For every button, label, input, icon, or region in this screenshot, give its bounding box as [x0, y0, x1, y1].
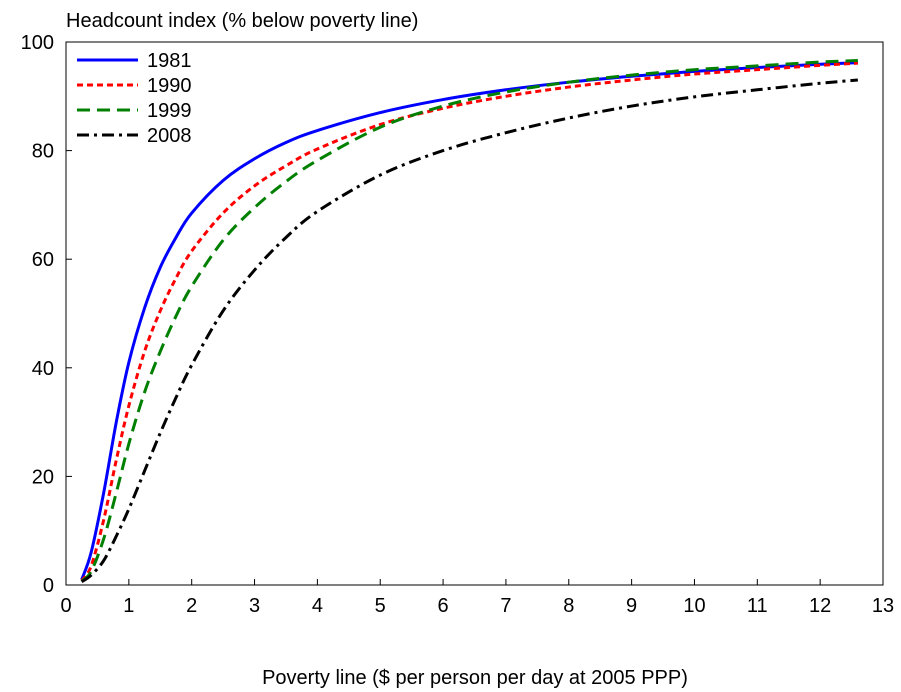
series-line-2008 — [80, 78, 858, 584]
x-tick-label: 6 — [438, 595, 449, 617]
x-tick-label: 2 — [186, 595, 197, 617]
y-tick-label: 40 — [32, 358, 54, 380]
y-axis-title: Headcount index (% below poverty line) — [66, 10, 418, 32]
plot-frame — [65, 41, 884, 586]
x-axis: 0 1 2 3 4 5 6 7 8 9 10 11 12 13 — [60, 579, 894, 617]
x-tick-label: 4 — [312, 595, 323, 617]
y-tick-label: 20 — [32, 466, 54, 488]
legend-label-1999: 1999 — [147, 100, 192, 122]
y-axis: 0 20 40 60 80 100 — [21, 32, 72, 597]
series-lines — [80, 58, 858, 584]
series-line-1990 — [80, 61, 858, 582]
series-line-1999 — [80, 58, 858, 583]
x-tick-label: 7 — [500, 595, 511, 617]
x-tick-label: 10 — [683, 595, 705, 617]
legend-label-2008: 2008 — [147, 125, 192, 147]
x-tick-label: 12 — [809, 595, 831, 617]
x-tick-label: 5 — [375, 595, 386, 617]
x-tick-label: 1 — [123, 595, 134, 617]
legend: 1981 1990 1999 2008 — [77, 50, 192, 147]
x-tick-label: 0 — [60, 595, 71, 617]
y-tick-label: 80 — [32, 141, 54, 163]
x-tick-label: 3 — [249, 595, 260, 617]
legend-label-1981: 1981 — [147, 50, 192, 72]
x-tick-label: 13 — [872, 595, 894, 617]
y-tick-label: 60 — [32, 249, 54, 271]
legend-label-1990: 1990 — [147, 75, 192, 97]
series-line-1981 — [80, 61, 858, 581]
x-tick-label: 8 — [563, 595, 574, 617]
y-tick-label: 0 — [43, 575, 54, 597]
x-axis-title: Poverty line ($ per person per day at 20… — [262, 667, 688, 689]
x-tick-label: 11 — [747, 595, 768, 617]
y-tick-label: 100 — [21, 32, 54, 54]
x-tick-label: 9 — [626, 595, 637, 617]
